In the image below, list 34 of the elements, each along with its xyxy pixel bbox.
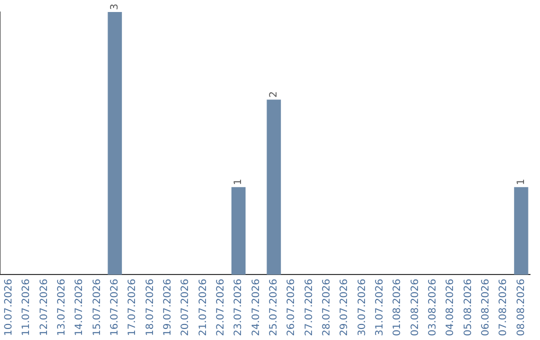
x-tick-label: 26.07.2026 bbox=[286, 278, 298, 336]
x-tick-label: 07.08.2026 bbox=[498, 278, 510, 336]
x-tick-label: 19.07.2026 bbox=[162, 278, 174, 336]
x-tick-label: 03.08.2026 bbox=[427, 278, 438, 336]
x-tick-label: 01.08.2026 bbox=[392, 278, 404, 336]
x-tick-label: 02.08.2026 bbox=[410, 278, 421, 336]
x-tick-label: 06.08.2026 bbox=[480, 278, 492, 336]
x-tick-label: 16.07.2026 bbox=[109, 278, 120, 336]
data-label: 1 bbox=[233, 178, 244, 186]
x-tick-label: 27.07.2026 bbox=[304, 278, 315, 336]
x-tick-label: 30.07.2026 bbox=[356, 278, 368, 336]
x-tick-label: 11.07.2026 bbox=[21, 278, 32, 336]
x-tick-label: 22.07.2026 bbox=[215, 278, 226, 336]
x-tick-label: 17.07.2026 bbox=[127, 278, 138, 336]
x-tick-label: 28.07.2026 bbox=[321, 278, 332, 336]
x-tick-label: 08.08.2026 bbox=[516, 278, 527, 336]
x-tick-label: 04.08.2026 bbox=[445, 278, 456, 336]
x-tick-label: 10.07.2026 bbox=[3, 278, 14, 336]
x-tick-label: 23.07.2026 bbox=[233, 278, 244, 336]
data-label: 1 bbox=[516, 178, 527, 186]
x-tick-label: 18.07.2026 bbox=[144, 278, 156, 336]
x-tick-label: 29.07.2026 bbox=[339, 278, 350, 336]
x-tick-label: 20.07.2026 bbox=[180, 278, 192, 336]
data-label: 3 bbox=[109, 4, 120, 10]
x-tick-label: 05.08.2026 bbox=[462, 278, 474, 336]
x-tick-label: 25.07.2026 bbox=[268, 278, 280, 336]
x-tick-label: 15.07.2026 bbox=[92, 278, 103, 336]
data-label: 2 bbox=[268, 91, 280, 98]
x-tick-label: 14.07.2026 bbox=[74, 278, 86, 336]
x-tick-label: 12.07.2026 bbox=[38, 278, 50, 336]
x-tick-label: 21.07.2026 bbox=[198, 278, 209, 336]
x-tick-label: 13.07.2026 bbox=[56, 278, 68, 336]
x-tick-label: 31.07.2026 bbox=[374, 278, 386, 336]
x-tick-label: 24.07.2026 bbox=[250, 278, 262, 336]
